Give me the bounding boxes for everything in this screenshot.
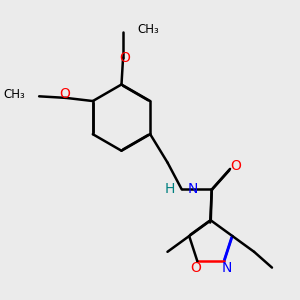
Text: N: N bbox=[188, 182, 198, 197]
Text: O: O bbox=[230, 159, 241, 173]
Text: O: O bbox=[190, 261, 201, 275]
Text: O: O bbox=[119, 51, 130, 65]
Text: H: H bbox=[164, 182, 175, 197]
Text: N: N bbox=[222, 261, 232, 275]
Text: CH₃: CH₃ bbox=[3, 88, 25, 101]
Text: O: O bbox=[59, 87, 70, 101]
Text: CH₃: CH₃ bbox=[137, 23, 159, 36]
